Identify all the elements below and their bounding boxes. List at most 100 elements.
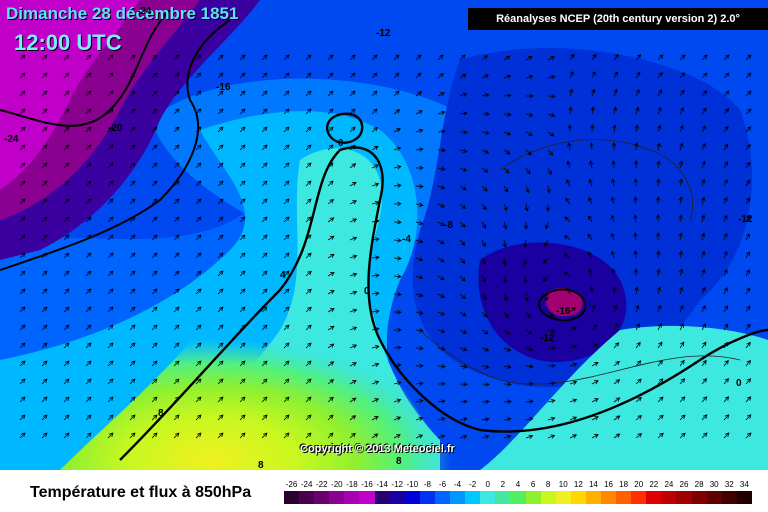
wind-arrow <box>415 381 424 386</box>
wind-arrow <box>613 415 621 421</box>
wind-arrow <box>657 89 663 97</box>
wind-arrow <box>349 218 358 223</box>
wind-arrow <box>589 124 595 133</box>
temperature-field <box>0 0 768 470</box>
wind-arrow <box>393 398 402 403</box>
wind-arrow <box>700 232 706 241</box>
wind-arrow <box>107 342 114 349</box>
wind-arrow <box>613 88 618 97</box>
wind-arrow <box>19 342 26 349</box>
legend-swatch <box>419 491 435 504</box>
wind-arrow <box>459 129 468 135</box>
wind-arrow <box>415 72 422 79</box>
wind-arrow <box>41 144 48 151</box>
wind-arrow <box>261 432 268 439</box>
wind-arrow <box>525 381 534 387</box>
wind-arrow <box>503 55 511 61</box>
wind-arrow <box>547 416 556 422</box>
wind-arrow <box>525 434 534 439</box>
wind-arrow <box>371 344 380 350</box>
wind-arrow <box>261 414 268 421</box>
wind-arrow <box>393 380 402 386</box>
wind-arrow <box>701 250 706 259</box>
wind-arrow <box>415 292 424 298</box>
wind-arrow <box>129 162 136 169</box>
wind-arrow <box>195 72 202 79</box>
wind-arrow <box>503 131 512 136</box>
wind-arrow <box>41 90 48 97</box>
wind-arrow <box>349 344 358 349</box>
wind-arrow <box>635 378 642 385</box>
wind-arrow <box>745 197 751 205</box>
wind-arrow <box>19 90 26 97</box>
wind-arrow <box>723 125 729 133</box>
wind-arrow <box>503 185 509 193</box>
wind-arrow <box>459 185 467 191</box>
wind-arrow <box>612 124 617 133</box>
wind-arrow <box>85 270 92 277</box>
wind-arrow <box>107 72 114 79</box>
wind-arrow <box>678 250 683 259</box>
wind-arrow <box>657 323 662 331</box>
wind-arrow <box>525 346 534 352</box>
wind-arrow <box>566 160 571 169</box>
wind-arrow <box>567 124 573 133</box>
wind-arrow <box>723 54 730 61</box>
legend-label: -26 <box>285 480 298 489</box>
wind-arrow <box>349 380 357 385</box>
wind-arrow <box>173 252 180 259</box>
wind-arrow <box>261 324 268 331</box>
wind-arrow <box>371 398 380 403</box>
wind-arrow <box>261 162 268 169</box>
wind-arrow <box>371 237 380 242</box>
wind-arrow <box>745 305 751 313</box>
wind-arrow <box>217 216 224 223</box>
wind-arrow <box>701 90 708 97</box>
legend-swatch <box>600 491 617 504</box>
wind-arrow <box>129 180 136 187</box>
wind-arrow <box>502 257 507 266</box>
wind-arrow <box>635 396 642 403</box>
wind-arrow <box>633 250 639 259</box>
wind-arrow <box>349 200 357 205</box>
wind-arrow <box>437 239 445 245</box>
wind-arrow <box>41 54 48 61</box>
wind-arrow <box>503 399 512 405</box>
wind-arrow <box>459 239 466 246</box>
wind-arrow <box>459 399 468 404</box>
legend-label: 20 <box>634 480 644 489</box>
wind-arrow <box>261 144 268 151</box>
wind-arrow <box>349 432 356 439</box>
wind-arrow <box>195 288 202 295</box>
wind-arrow <box>327 432 334 439</box>
legend-label: 34 <box>739 480 749 489</box>
wind-arrow <box>459 311 467 317</box>
wind-arrow <box>327 361 335 367</box>
wind-arrow <box>503 93 512 98</box>
wind-arrow <box>503 74 512 79</box>
wind-arrow <box>723 90 730 97</box>
wind-arrow <box>502 275 508 284</box>
wind-arrow <box>503 112 512 117</box>
wind-arrow <box>107 198 114 205</box>
contour-label: -16 <box>216 82 231 93</box>
legend-swatch <box>646 491 662 504</box>
wind-arrow <box>173 108 180 115</box>
wind-arrow <box>503 329 511 335</box>
wind-arrow <box>371 362 380 367</box>
wind-arrow <box>567 142 572 151</box>
wind-arrow <box>745 251 750 259</box>
wind-arrow <box>437 221 445 226</box>
wind-arrow <box>173 324 180 331</box>
wind-arrow <box>19 162 26 169</box>
contour-label: 8 <box>396 456 402 467</box>
wind-arrow <box>41 234 48 241</box>
wind-arrow <box>371 90 378 97</box>
wind-arrow <box>679 304 684 313</box>
wind-arrow <box>459 329 468 334</box>
wind-arrow <box>415 165 424 171</box>
isotherm-minus-16 <box>0 19 231 271</box>
legend-swatch <box>495 491 511 504</box>
wind-arrow <box>239 234 246 241</box>
wind-arrow <box>613 360 620 367</box>
